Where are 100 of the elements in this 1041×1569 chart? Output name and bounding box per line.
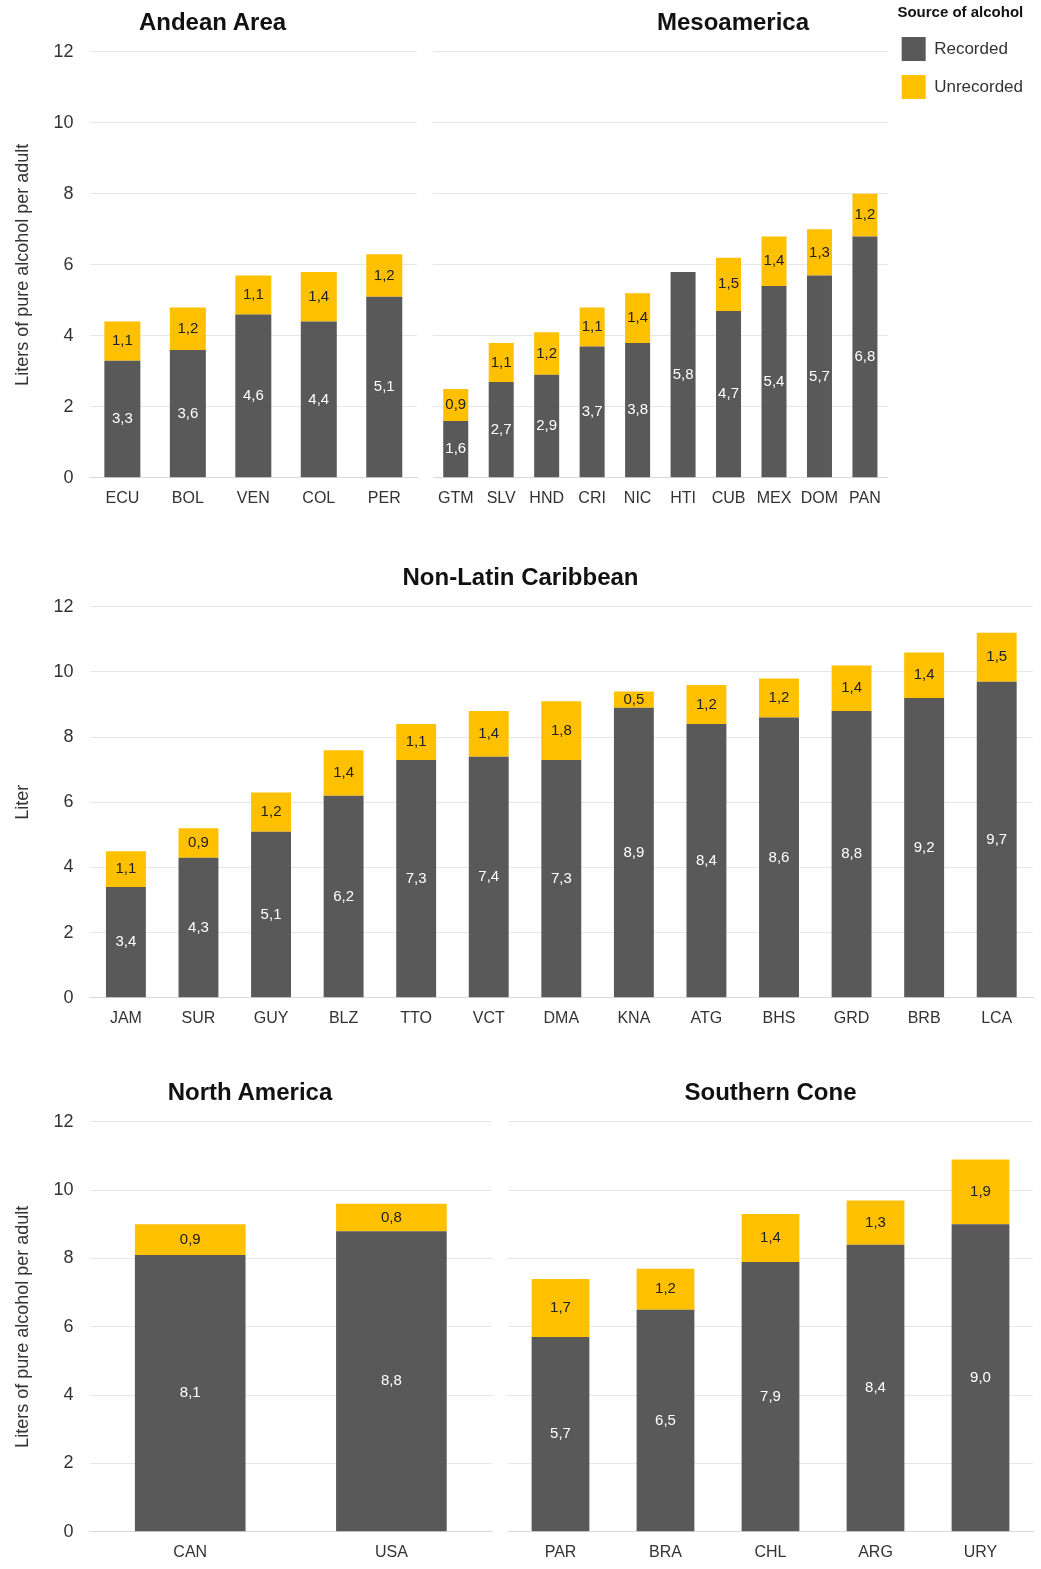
chart-title: North America [167, 1078, 333, 1106]
x-tick-label: NIC [623, 488, 652, 506]
data-label: 1,1 [490, 352, 512, 370]
data-label: 1,8 [550, 720, 572, 738]
bar [625, 293, 651, 343]
data-label: 0,9 [445, 395, 467, 413]
bar [976, 632, 1017, 682]
y-tick-label: 10 [53, 111, 74, 132]
x-tick-label: SUR [181, 1008, 216, 1026]
y-tick-label: 4 [63, 1384, 74, 1405]
y-tick-label: 12 [53, 1110, 74, 1131]
chart-title: Mesoamerica [656, 8, 810, 36]
data-label: 4,3 [188, 917, 209, 935]
data-label: 4,7 [718, 384, 739, 402]
y-tick-label: 2 [63, 921, 74, 942]
data-label: 8,1 [179, 1383, 201, 1401]
bar [366, 296, 403, 478]
data-label: 1,4 [478, 724, 500, 742]
bar [251, 831, 291, 998]
x-tick-label: KNA [617, 1008, 651, 1026]
legend-label: Recorded [934, 38, 1008, 58]
bar [468, 756, 509, 998]
data-label: 0,9 [179, 1229, 201, 1247]
x-tick-label: GRD [833, 1008, 870, 1026]
data-label: 1,2 [373, 265, 395, 283]
bar [105, 851, 146, 888]
data-label: 6,5 [655, 1410, 676, 1428]
y-tick-label: 0 [63, 466, 74, 487]
bar [235, 314, 272, 478]
bar [323, 750, 364, 796]
x-tick-label: CUB [711, 488, 746, 506]
bar [541, 701, 582, 760]
bar [105, 887, 146, 998]
bar [852, 236, 878, 478]
data-label: 1,4 [760, 1228, 781, 1246]
data-label: 1,1 [581, 317, 603, 335]
data-label: 1,3 [865, 1212, 886, 1230]
bar [761, 236, 787, 287]
bar [579, 307, 605, 347]
data-label: 1,4 [627, 308, 649, 326]
bar [579, 346, 605, 478]
bar [169, 350, 206, 478]
data-label: 5,4 [763, 371, 785, 389]
bar [636, 1268, 695, 1310]
y-axis-title: Liters of pure alcohol per adult [11, 143, 32, 386]
bar [806, 275, 832, 478]
x-tick-label: JAM [109, 1008, 142, 1026]
x-tick-label: GUY [253, 1008, 289, 1026]
data-label: 6,2 [333, 886, 355, 904]
bar [488, 381, 514, 478]
x-tick-label: VCT [472, 1008, 505, 1026]
bar [976, 681, 1017, 998]
x-tick-label: BLZ [328, 1008, 359, 1026]
x-tick-label: TTO [400, 1008, 433, 1026]
bar [178, 828, 219, 858]
data-label: 7,4 [478, 867, 500, 885]
bar [396, 759, 437, 998]
x-tick-label: CAN [173, 1542, 208, 1560]
data-label: 1,5 [718, 274, 739, 292]
bar [951, 1224, 1010, 1532]
bar [235, 275, 272, 315]
data-label: 1,4 [763, 251, 785, 269]
bar [846, 1200, 905, 1245]
data-label: 3,4 [115, 932, 137, 950]
data-label: 4,4 [308, 389, 330, 407]
x-tick-label: SLV [486, 488, 517, 506]
bar [336, 1231, 447, 1532]
x-tick-label: USA [374, 1542, 409, 1560]
bar [716, 257, 742, 311]
x-tick-label: ECU [105, 488, 140, 506]
bar [846, 1244, 905, 1532]
legend-label: Unrecorded [934, 76, 1023, 96]
bar [636, 1309, 695, 1532]
y-tick-label: 12 [53, 595, 74, 616]
chart-title: Southern Cone [684, 1078, 857, 1106]
y-tick-label: 6 [63, 1315, 74, 1336]
data-label: 1,4 [308, 286, 330, 304]
data-label: 1,1 [115, 859, 137, 877]
bar [534, 332, 560, 375]
data-label: 6,8 [854, 346, 876, 364]
bar [716, 310, 742, 478]
y-tick-label: 0 [63, 986, 74, 1007]
x-tick-label: LCA [981, 1008, 1013, 1026]
data-label: 2,9 [536, 416, 558, 434]
y-tick-label: 8 [63, 182, 74, 203]
data-label: 1,2 [536, 343, 558, 361]
data-label: 5,7 [809, 366, 830, 384]
bar [134, 1224, 246, 1256]
data-label: 4,6 [242, 386, 264, 404]
bar [300, 271, 337, 322]
x-tick-label: MEX [756, 488, 792, 506]
x-tick-label: PAR [544, 1542, 577, 1560]
x-tick-label: BRA [649, 1542, 683, 1560]
bar [761, 286, 787, 478]
bar [396, 724, 437, 760]
bar [613, 707, 654, 998]
data-label: 1,2 [854, 205, 876, 223]
bar [443, 421, 469, 478]
data-label: 2,7 [490, 419, 512, 437]
data-label: 3,8 [627, 400, 649, 418]
